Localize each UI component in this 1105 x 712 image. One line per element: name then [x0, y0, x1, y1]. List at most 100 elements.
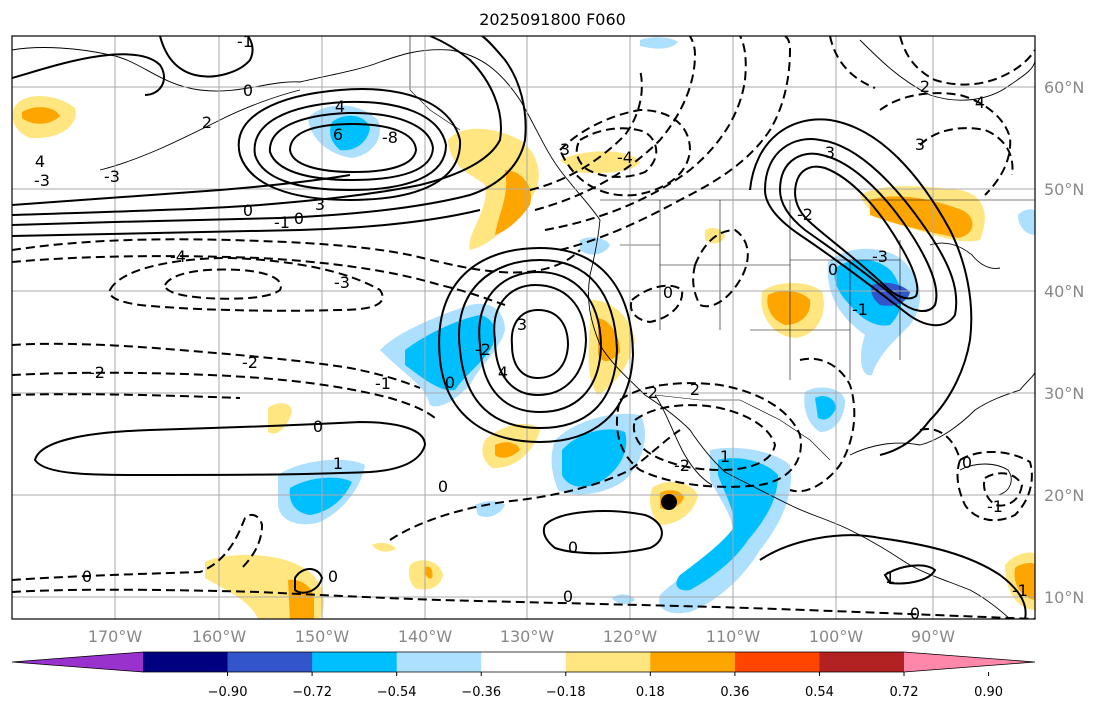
coast-hudson [859, 39, 1035, 101]
lon-label: 150°W [295, 627, 350, 646]
colorbar-segment [396, 652, 482, 672]
map-content: -1 0 2 3 4 6 -8 3 -3 4 -4 -3 0 -1 0 -4 -… [12, 36, 1035, 623]
shade-pos-mid [424, 566, 433, 579]
contour-label: -3 [34, 171, 50, 190]
contour-label: -2 [642, 383, 658, 402]
colorbar-segment [734, 652, 820, 672]
shade-pos-mid [495, 170, 531, 235]
lon-label: 160°W [192, 627, 247, 646]
coast-gulf-mexico [849, 371, 1035, 456]
contour-label: -1 [852, 300, 868, 319]
contour-ring [237, 88, 462, 202]
shade-neg-mid [562, 429, 627, 487]
coast-alaska [12, 47, 601, 221]
contour-line [12, 174, 351, 206]
colorbar-segment [481, 652, 567, 672]
colorbar-extend-min [12, 652, 143, 672]
lon-label: 130°W [500, 627, 555, 646]
contour-dashed [12, 238, 581, 274]
contour-dashed [919, 127, 1014, 176]
contour-dashed [12, 342, 421, 389]
shade-pos-mid [767, 290, 811, 325]
coastlines [12, 39, 1035, 619]
contour-label: 0 [663, 283, 673, 302]
political-borders [409, 36, 1035, 461]
contour-label: 0 [568, 538, 578, 557]
shade-pos-mid [22, 107, 60, 124]
contour-dashed [632, 404, 777, 472]
contour-label: 0 [962, 453, 972, 472]
lat-label: 40°N [1044, 282, 1084, 301]
lat-label: 50°N [1044, 180, 1084, 199]
contour-label: 0 [313, 417, 323, 436]
contour-ring [478, 270, 603, 414]
latitude-labels: 60°N 50°N 40°N 30°N 20°N 10°N [1044, 78, 1084, 607]
contour-label: -3 [872, 247, 888, 266]
contour-dashed [12, 393, 241, 399]
colorbar: −0.90 −0.72 −0.54 −0.36 −0.18 0.18 0.36 0.54 0.7… [11, 651, 1036, 700]
lat-label: 10°N [1044, 588, 1084, 607]
contour-dashed [575, 127, 658, 178]
lon-label: 90°W [911, 627, 955, 646]
contour-dashed [12, 255, 506, 306]
contour-line [12, 36, 527, 226]
contour-label: 3 [915, 135, 925, 154]
contour-ring [763, 138, 958, 327]
contour-label: -1 [987, 497, 1003, 516]
contour-line [749, 118, 973, 456]
contour-ring [457, 258, 619, 430]
contour-dashed [544, 36, 747, 231]
contour-label: 1 [720, 447, 730, 466]
colorbar-tick-label: −0.18 [546, 685, 586, 700]
coast-greatlakes [929, 242, 1001, 269]
contour-line [159, 36, 254, 78]
colorbar-tick-label: 0.18 [636, 685, 665, 700]
contour-dashed [559, 36, 792, 251]
contour-label: 0 [328, 567, 338, 586]
lat-label: 20°N [1044, 486, 1084, 505]
coast-westcoast [588, 219, 1011, 619]
contour-ring [493, 283, 588, 397]
contour-dashed [389, 429, 681, 541]
contour-label: 3 [315, 195, 325, 214]
shade-neg-light [1018, 209, 1035, 235]
contour-line [759, 534, 1027, 619]
contour-dashed [879, 92, 1012, 196]
colorbar-segment [312, 652, 398, 672]
contour-label: 0 [243, 201, 253, 220]
colorbar-tick-label: −0.36 [461, 685, 501, 700]
contour-ring [253, 100, 448, 192]
contour-label: 2 [920, 77, 930, 96]
shade-pos-mid [1014, 563, 1035, 600]
contour-label: -2 [797, 205, 813, 224]
colorbar-tick-label: 0.72 [890, 685, 919, 700]
map-title: 2025091800 F060 [479, 10, 626, 29]
coast-baja [654, 394, 713, 486]
border-alaska-canada [409, 36, 461, 131]
contour-line [12, 36, 502, 216]
shade-neg-mid [676, 458, 778, 591]
lon-label: 110°W [706, 627, 761, 646]
contour-label: -2 [475, 340, 491, 359]
contour-label: -2 [674, 456, 690, 475]
contour-label: -1 [375, 374, 391, 393]
colorbar-tick-label: 0.36 [720, 685, 749, 700]
shade-pos-light [560, 151, 640, 174]
contour-dashed [630, 284, 684, 324]
colorbar-extend-max [904, 652, 1035, 672]
colorbar-segment [819, 652, 905, 672]
lon-label: 120°W [603, 627, 658, 646]
contour-label: 3 [517, 315, 527, 334]
contour-ring [438, 246, 635, 444]
contour-dashed [983, 472, 1024, 507]
colorbar-tick-label: −0.72 [292, 685, 332, 700]
longitude-labels: 170°W 160°W 150°W 140°W 130°W 120°W 110°… [88, 627, 955, 646]
lon-label: 170°W [88, 627, 143, 646]
contour-label: 0 [910, 604, 920, 623]
contour-dashed [899, 36, 1035, 86]
shade-pos-mid [495, 442, 520, 458]
colorbar-tick-label: −0.90 [208, 685, 248, 700]
contour-label: 0 [445, 373, 455, 392]
shade-neg-mid [405, 315, 496, 391]
